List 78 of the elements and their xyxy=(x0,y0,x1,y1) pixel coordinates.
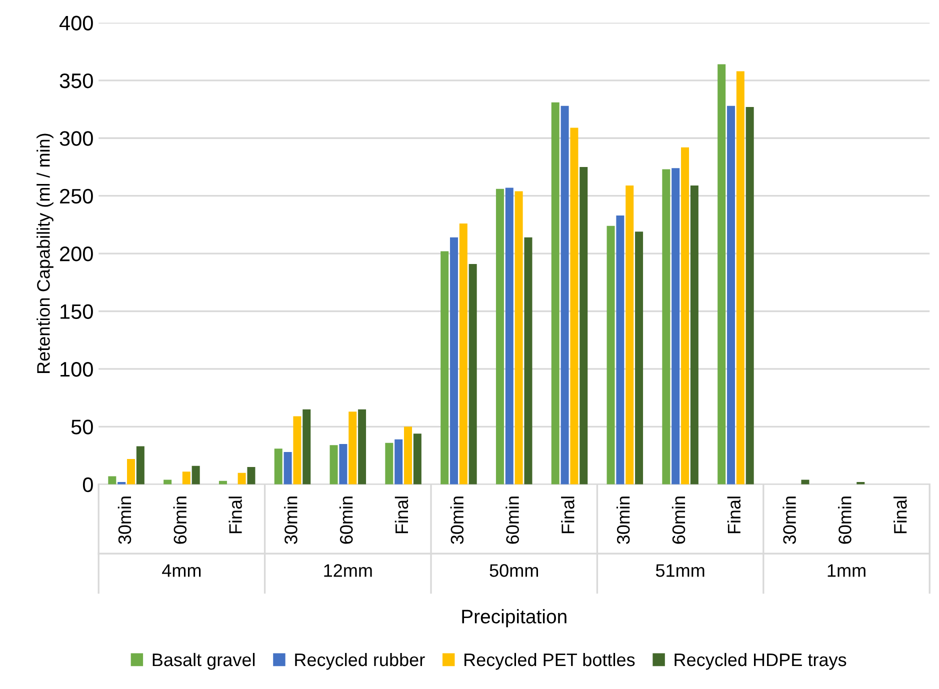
y-tick-label: 250 xyxy=(60,188,93,204)
x-tick-label: Final xyxy=(394,496,408,534)
legend-label: Recycled PET bottles xyxy=(464,652,635,670)
x-tick-label: 60min xyxy=(173,496,187,544)
bar xyxy=(404,426,412,484)
bar xyxy=(385,442,394,484)
bar xyxy=(394,439,403,484)
bar xyxy=(358,409,366,484)
text: 12mm xyxy=(324,564,372,577)
bar xyxy=(136,446,144,484)
bar xyxy=(505,188,514,484)
bar xyxy=(496,188,504,484)
text: 51mm xyxy=(656,564,704,577)
bar xyxy=(560,106,569,484)
bar xyxy=(293,416,302,484)
bar xyxy=(330,445,338,484)
y-tick-label: 150 xyxy=(60,304,93,320)
x-tick-label: Final xyxy=(727,496,741,534)
x-tick-label: 30min xyxy=(118,496,132,544)
bar xyxy=(247,467,256,484)
x-tick-label: 30min xyxy=(450,496,464,544)
x-tick-label: Final xyxy=(561,496,574,534)
bar xyxy=(736,71,744,484)
bar xyxy=(302,409,311,484)
bar xyxy=(681,147,690,484)
y-tick-label: 400 xyxy=(59,16,93,30)
legend-label: Recycled rubber xyxy=(295,652,425,670)
bar xyxy=(413,434,422,484)
text: 50mm xyxy=(490,564,538,577)
x-tick-label: 30min xyxy=(284,496,298,544)
y-axis-title: Retention Capability (ml / min) xyxy=(36,134,54,373)
x-tick-label: Final xyxy=(893,496,907,534)
x-tick-label: 60min xyxy=(672,496,686,544)
bar xyxy=(524,237,532,484)
bar xyxy=(746,106,754,484)
bar xyxy=(514,191,523,484)
legend-label: Basalt gravel xyxy=(152,652,255,670)
bar xyxy=(440,251,449,484)
bar xyxy=(690,185,698,484)
x-tick-label: 60min xyxy=(838,496,852,544)
bar xyxy=(551,102,560,484)
bar xyxy=(348,412,357,484)
y-tick-label: 300 xyxy=(60,131,93,146)
bar xyxy=(616,215,624,484)
bar xyxy=(580,166,588,484)
bar xyxy=(635,232,644,484)
legend-label: Recycled HDPE trays xyxy=(674,652,846,670)
bar xyxy=(662,169,670,484)
bar xyxy=(284,452,292,484)
bar xyxy=(570,128,578,484)
bar xyxy=(238,472,246,484)
bar xyxy=(339,444,348,484)
bar xyxy=(626,185,634,484)
bar xyxy=(459,224,468,484)
bar xyxy=(274,448,282,484)
bar xyxy=(127,458,136,484)
x-tick-label: 60min xyxy=(506,496,519,544)
y-tick-label: 100 xyxy=(60,362,93,377)
x-tick-label: 30min xyxy=(616,496,630,544)
x-axis-title: Precipitation xyxy=(462,609,566,628)
bar xyxy=(450,237,458,484)
y-tick-label: 350 xyxy=(60,73,93,88)
x-tick-label: Final xyxy=(228,496,242,534)
text: 4mm xyxy=(162,564,201,577)
y-tick-label: 0 xyxy=(82,477,93,492)
y-tick-label: 200 xyxy=(60,246,93,262)
bar xyxy=(672,168,680,484)
x-tick-label: 30min xyxy=(782,496,796,544)
x-tick-label: 60min xyxy=(339,496,353,544)
bar xyxy=(606,226,615,484)
bar xyxy=(108,476,116,484)
bar xyxy=(718,64,726,484)
bar xyxy=(726,106,735,484)
text: 1mm xyxy=(828,564,866,577)
bar xyxy=(182,472,190,484)
bar xyxy=(192,466,200,484)
bar xyxy=(468,264,477,484)
y-tick-label: 50 xyxy=(71,420,93,434)
